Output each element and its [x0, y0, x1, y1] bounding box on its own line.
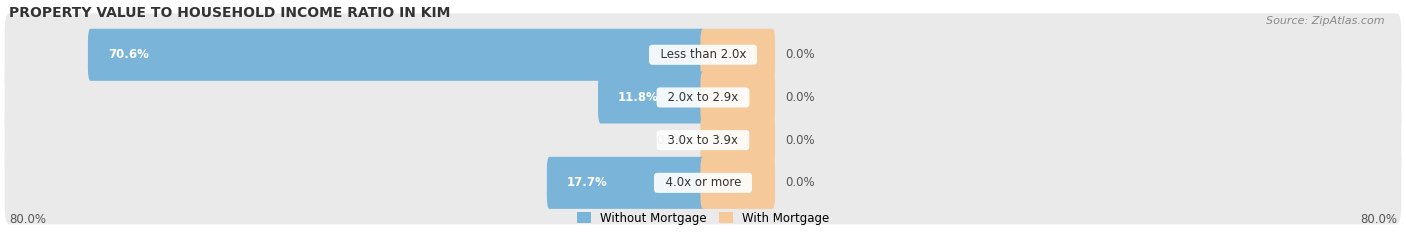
- FancyBboxPatch shape: [4, 13, 1402, 96]
- Text: 2.0x to 2.9x: 2.0x to 2.9x: [661, 91, 745, 104]
- FancyBboxPatch shape: [89, 29, 706, 81]
- Text: 0.0%: 0.0%: [786, 134, 815, 147]
- Text: PROPERTY VALUE TO HOUSEHOLD INCOME RATIO IN KIM: PROPERTY VALUE TO HOUSEHOLD INCOME RATIO…: [8, 6, 450, 20]
- Text: 0.0%: 0.0%: [786, 48, 815, 61]
- Legend: Without Mortgage, With Mortgage: Without Mortgage, With Mortgage: [572, 207, 834, 229]
- FancyBboxPatch shape: [700, 114, 775, 166]
- FancyBboxPatch shape: [700, 71, 775, 124]
- Text: 0.0%: 0.0%: [786, 176, 815, 189]
- Text: Less than 2.0x: Less than 2.0x: [652, 48, 754, 61]
- FancyBboxPatch shape: [700, 29, 775, 81]
- Text: 70.6%: 70.6%: [108, 48, 149, 61]
- Text: 4.0x or more: 4.0x or more: [658, 176, 748, 189]
- FancyBboxPatch shape: [4, 99, 1402, 182]
- Text: 17.7%: 17.7%: [567, 176, 607, 189]
- Text: 0.0%: 0.0%: [786, 91, 815, 104]
- Text: 11.8%: 11.8%: [619, 91, 659, 104]
- Text: 80.0%: 80.0%: [1360, 213, 1398, 226]
- Text: 3.0x to 3.9x: 3.0x to 3.9x: [661, 134, 745, 147]
- FancyBboxPatch shape: [598, 71, 706, 124]
- FancyBboxPatch shape: [4, 56, 1402, 139]
- FancyBboxPatch shape: [4, 141, 1402, 224]
- Text: Source: ZipAtlas.com: Source: ZipAtlas.com: [1267, 16, 1385, 26]
- FancyBboxPatch shape: [700, 157, 775, 209]
- FancyBboxPatch shape: [547, 157, 706, 209]
- Text: 0.0%: 0.0%: [657, 134, 686, 147]
- Text: 80.0%: 80.0%: [8, 213, 46, 226]
